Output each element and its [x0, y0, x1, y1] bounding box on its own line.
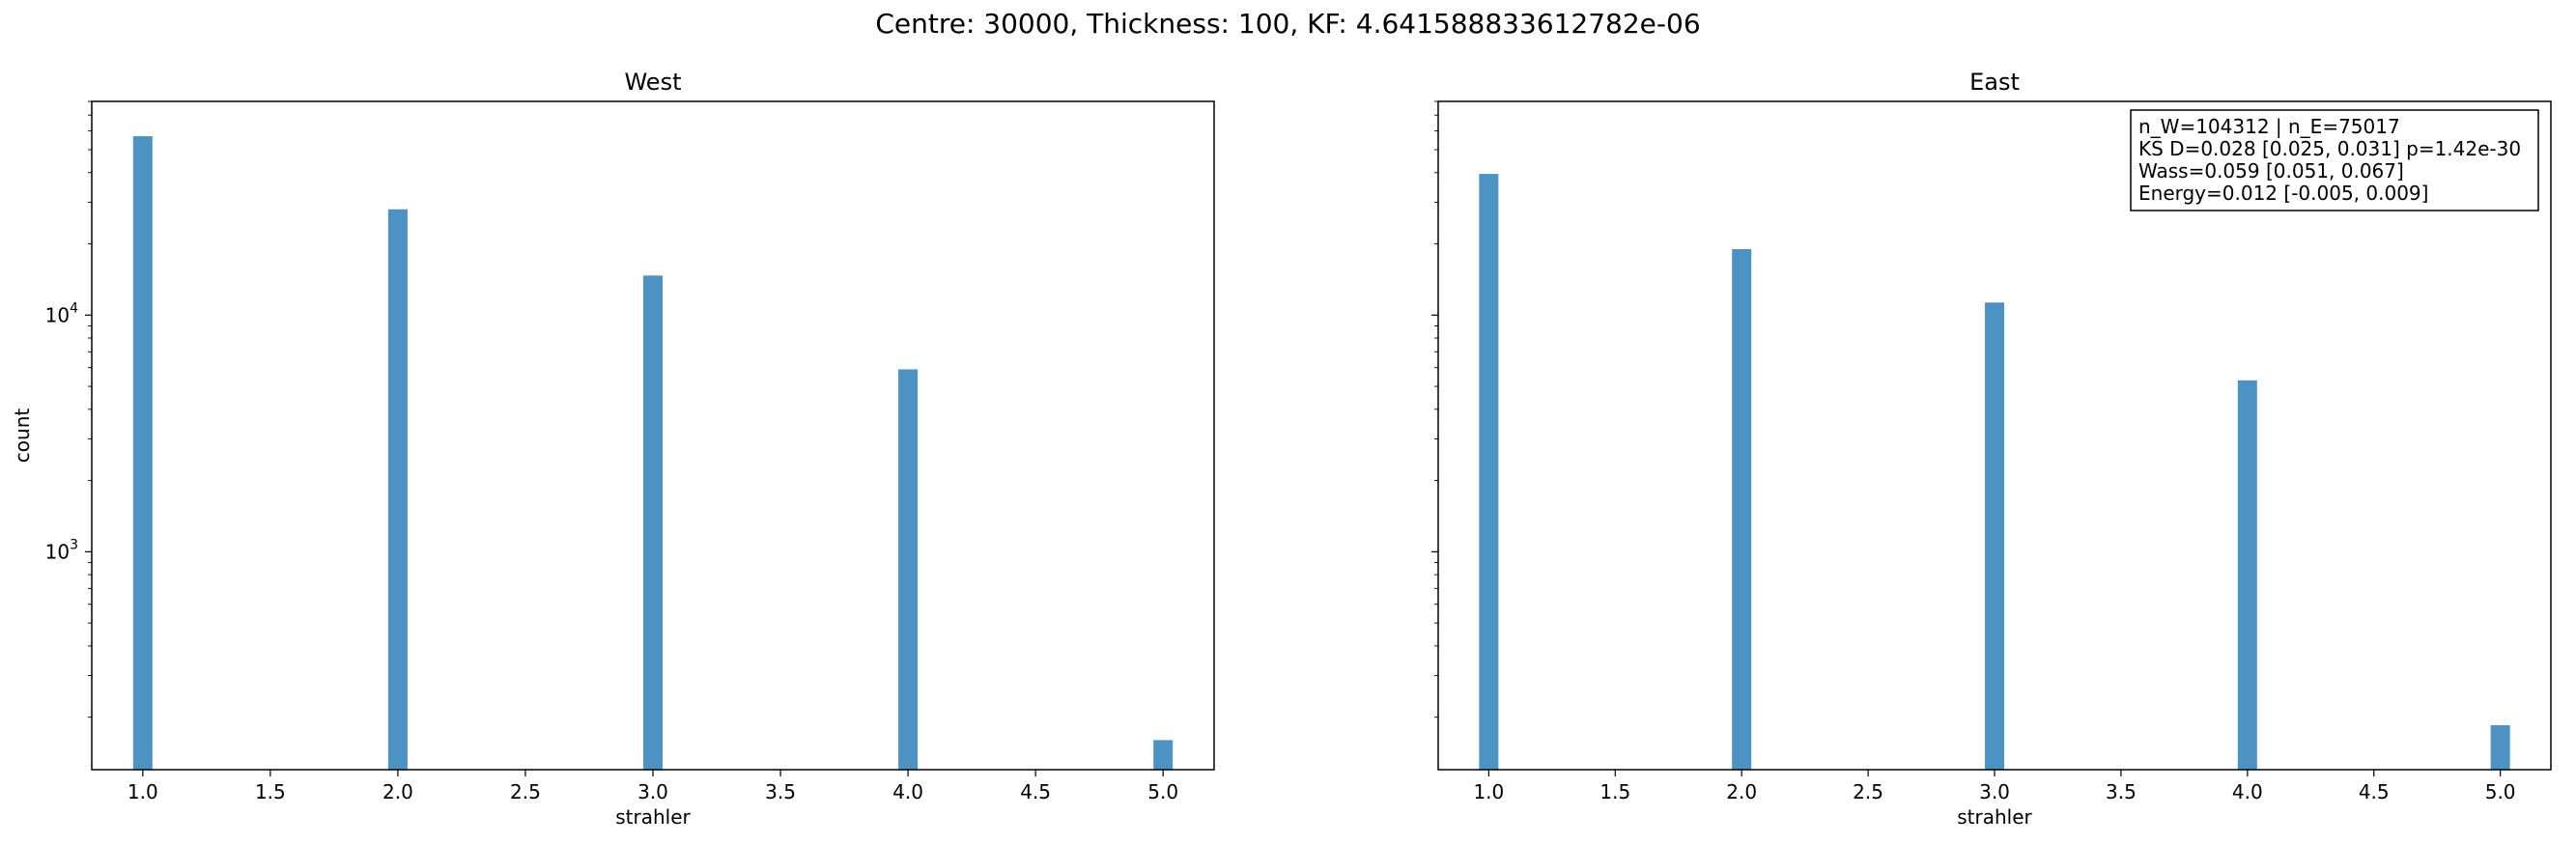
bar-strahler-3 [1985, 302, 2004, 770]
x-tick-label: 4.0 [892, 780, 923, 803]
figure-title: Centre: 30000, Thickness: 100, KF: 4.641… [875, 8, 1701, 40]
stats-line: n_W=104312 | n_E=75017 [2138, 115, 2400, 138]
x-axis-label: strahler [615, 805, 691, 829]
x-tick-label: 3.0 [1979, 780, 2010, 803]
x-tick-label: 2.5 [1853, 780, 1883, 803]
x-tick-label: 1.0 [1473, 780, 1504, 803]
x-tick-label: 3.0 [637, 780, 668, 803]
bar-strahler-5 [1153, 740, 1174, 770]
bar-strahler-1 [1479, 174, 1499, 771]
stats-box [2130, 109, 2539, 211]
x-tick-label: 4.5 [1020, 780, 1051, 803]
panel-title: West [624, 69, 681, 96]
panel-west: 1.0 1.5 2.0 2.5 3.0 3.5 4.0 4.5 5.0 103 104 West str… [11, 69, 1215, 829]
bar-strahler-4 [2237, 380, 2257, 770]
bar-strahler-3 [643, 275, 663, 770]
x-tick-label: 5.0 [1147, 780, 1178, 803]
bar-strahler-2 [1732, 248, 1752, 770]
y-axis-label: count [11, 408, 34, 464]
panel-title: East [1969, 69, 2020, 96]
x-tick-label: 2.0 [1726, 780, 1757, 803]
y-tick-label: 104 [45, 300, 78, 326]
stats-line: Energy=0.012 [-0.005, 0.009] [2138, 182, 2428, 205]
stats-line: Wass=0.059 [0.051, 0.067] [2138, 159, 2404, 183]
x-tick-label: 1.5 [255, 780, 286, 803]
x-tick-label: 2.5 [510, 780, 541, 803]
bar-strahler-2 [387, 209, 408, 770]
bar-strahler-1 [132, 136, 153, 770]
x-tick-label: 3.5 [765, 780, 796, 803]
x-axis-label: strahler [1957, 805, 2032, 829]
x-tick-label: 1.5 [1599, 780, 1630, 803]
x-tick-label: 4.0 [2232, 780, 2263, 803]
y-tick-label: 103 [45, 537, 78, 563]
x-tick-label: 2.0 [382, 780, 413, 803]
x-tick-label: 1.0 [127, 780, 158, 803]
bar-strahler-4 [898, 369, 919, 770]
x-tick-label: 4.5 [2359, 780, 2390, 803]
stats-line: KS D=0.028 [0.025, 0.031] p=1.42e-30 [2138, 137, 2521, 160]
bar-strahler-5 [2490, 724, 2510, 770]
x-tick-label: 5.0 [2485, 780, 2516, 803]
panel-east: 1.0 1.5 2.0 2.5 3.0 3.5 4.0 4.5 5.0 East strahler n… [1431, 69, 2552, 829]
x-tick-label: 3.5 [2106, 780, 2137, 803]
